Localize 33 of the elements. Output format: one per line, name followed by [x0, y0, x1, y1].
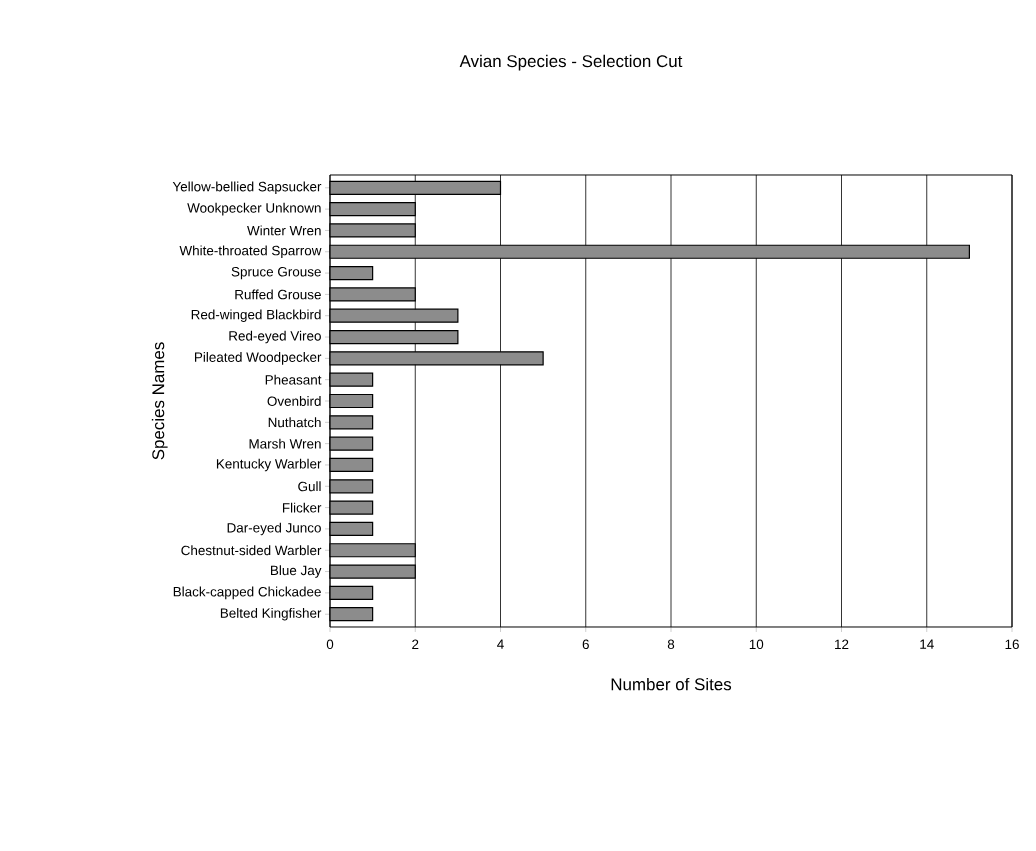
y-tick-label: Nuthatch	[268, 417, 321, 428]
x-tick-label: 12	[835, 639, 849, 649]
x-tick-label: 4	[497, 639, 504, 649]
y-tick-label: Belted Kingfisher	[220, 607, 322, 621]
y-tick-label: Spruce Grouse	[231, 266, 321, 280]
chart-title: Avian Species - Selection Cut	[459, 54, 683, 71]
y-tick-label: Red-eyed Vireo	[229, 330, 321, 344]
y-tick-label: Marsh Wren	[249, 438, 321, 449]
y-tick-label: Kentucky Warbler	[216, 458, 322, 472]
y-tick-label: Flicker	[282, 502, 322, 513]
x-tick-label: 2	[412, 639, 419, 649]
y-tick-label: Ruffed Grouse	[235, 289, 321, 300]
y-tick-label: Red-winged Blackbird	[191, 309, 321, 322]
y-axis-title: Species Names	[151, 342, 168, 460]
y-tick-label: Dar-eyed Junco	[227, 522, 321, 536]
y-tick-label: Yellow-bellied Sapsucker	[172, 181, 322, 195]
y-tick-label: Pheasant	[265, 374, 322, 385]
x-tick-label: 14	[920, 639, 934, 649]
y-tick-label: Black-capped Chickadee	[173, 586, 321, 600]
y-tick-label: Ovenbird	[267, 396, 321, 406]
x-axis-title: Number of Sites	[611, 677, 732, 691]
x-tick-label: 16	[1005, 639, 1019, 650]
x-tick-label: 10	[749, 639, 764, 650]
x-tick-label: 0	[326, 639, 334, 650]
y-tick-label: White-throated Sparrow	[179, 245, 322, 259]
y-tick-label: Chestnut-sided Warbler	[181, 545, 322, 556]
y-tick-label: Blue Jay	[271, 565, 322, 578]
y-tick-label: Pileated Woodpecker	[194, 352, 322, 365]
y-tick-label: Wookpecker Unknown	[187, 202, 321, 216]
y-tick-label: Winter Wren	[247, 225, 321, 236]
x-tick-label: 8	[667, 639, 675, 650]
y-tick-label: Gull	[298, 481, 321, 492]
x-tick-label: 6	[582, 639, 589, 650]
